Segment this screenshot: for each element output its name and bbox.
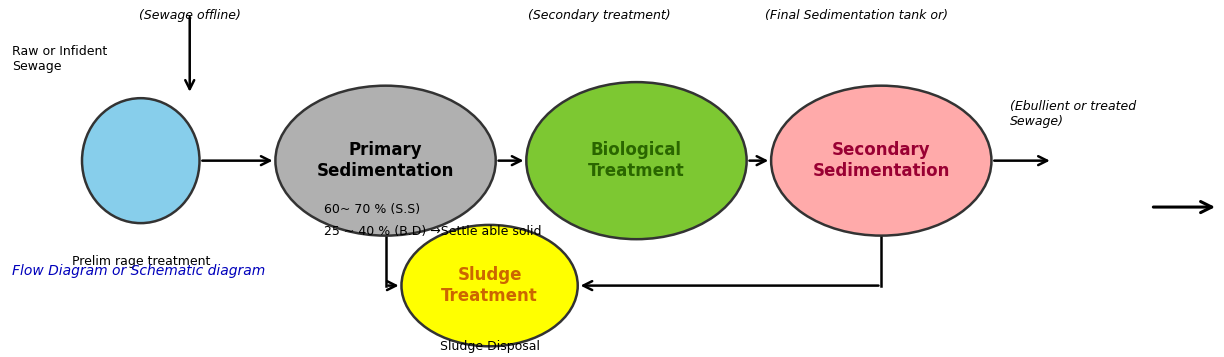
Ellipse shape — [401, 225, 578, 346]
Ellipse shape — [82, 98, 200, 223]
Text: 60~ 70 % (S.S): 60~ 70 % (S.S) — [324, 203, 421, 216]
Text: Sludge
Treatment: Sludge Treatment — [441, 266, 539, 305]
Text: (Secondary treatment): (Secondary treatment) — [529, 9, 671, 22]
Text: Secondary
Sedimentation: Secondary Sedimentation — [813, 141, 950, 180]
Text: (Sewage offline): (Sewage offline) — [138, 9, 241, 22]
Text: Prelim rage treatment: Prelim rage treatment — [71, 255, 211, 268]
Text: Biological
Treatment: Biological Treatment — [588, 141, 685, 180]
Ellipse shape — [771, 86, 991, 236]
Text: (Ebullient or treated
Sewage): (Ebullient or treated Sewage) — [1010, 100, 1136, 128]
Text: Primary
Sedimentation: Primary Sedimentation — [317, 141, 454, 180]
Text: Sludge Disposal: Sludge Disposal — [439, 341, 540, 353]
Text: (Final Sedimentation tank or): (Final Sedimentation tank or) — [765, 9, 949, 22]
Ellipse shape — [526, 82, 747, 239]
Text: Flow Diagram or Schematic diagram: Flow Diagram or Schematic diagram — [12, 264, 266, 278]
Ellipse shape — [275, 86, 496, 236]
Text: 25 ~ 40 % (B.D) →Settle able solid: 25 ~ 40 % (B.D) →Settle able solid — [324, 225, 542, 238]
Text: Raw or Infident
Sewage: Raw or Infident Sewage — [12, 45, 108, 72]
